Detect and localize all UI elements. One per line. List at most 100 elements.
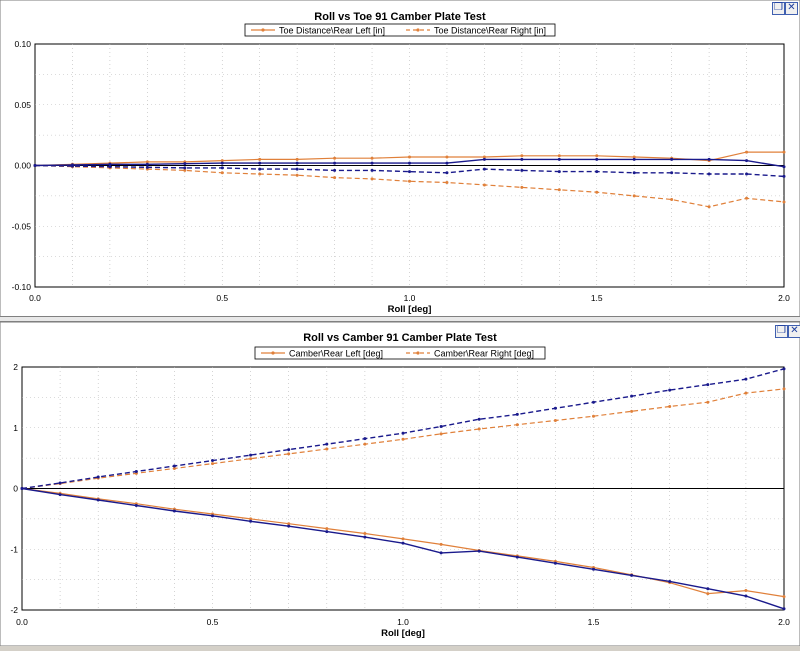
data-point: [408, 161, 411, 165]
data-point: [145, 160, 149, 164]
data-point: [782, 607, 786, 611]
data-point: [445, 161, 449, 165]
data-point: [408, 170, 411, 174]
data-point: [706, 592, 710, 596]
data-point: [482, 167, 486, 171]
data-point: [745, 150, 749, 154]
data-point: [287, 524, 291, 528]
legend: Toe Distance\Rear Left [in] Toe Distance\…: [244, 23, 556, 37]
data-point: [630, 573, 634, 577]
data-point: [515, 555, 519, 559]
data-point: [520, 168, 524, 172]
data-point: [134, 469, 138, 473]
data-point: [401, 437, 405, 441]
data-point: [632, 194, 636, 198]
data-point: [782, 174, 786, 178]
data-point: [172, 466, 176, 470]
data-point: [96, 475, 100, 479]
data-point: [557, 157, 561, 161]
data-point: [220, 159, 224, 163]
data-point: [445, 155, 449, 159]
data-point: [20, 487, 24, 490]
close-button[interactable]: ✕: [788, 325, 800, 338]
data-point: [592, 567, 595, 571]
data-point: [370, 168, 374, 172]
data-point: [632, 157, 636, 161]
data-point: [220, 171, 224, 175]
data-point: [287, 452, 291, 456]
data-point: [325, 527, 329, 531]
data-point: [668, 579, 672, 583]
data-point: [744, 589, 748, 593]
data-point: [325, 442, 329, 446]
data-point: [70, 164, 74, 168]
y-tick-label: -2: [10, 605, 18, 615]
data-point: [707, 172, 711, 176]
series-2: [33, 164, 786, 209]
data-point: [401, 537, 405, 541]
data-point: [58, 493, 62, 497]
data-point: [520, 157, 524, 161]
data-point: [401, 541, 405, 545]
data-point: [782, 387, 786, 391]
data-point: [295, 161, 299, 165]
data-point: [668, 404, 672, 408]
data-point: [706, 587, 710, 591]
data-point: [145, 162, 149, 166]
restore-button[interactable]: ❐: [772, 2, 785, 15]
data-point: [249, 519, 253, 523]
data-point: [520, 154, 524, 158]
data-point: [249, 517, 253, 521]
data-point: [333, 168, 337, 172]
data-point: [553, 561, 557, 565]
chart-title: Roll vs Toe 91 Camber Plate Test: [314, 11, 486, 23]
legend-label: Camber\Rear Left [deg]: [289, 349, 383, 359]
close-button[interactable]: ✕: [785, 2, 798, 15]
x-axis-label: Roll [deg]: [388, 304, 432, 315]
chart-title: Roll vs Camber 91 Camber Plate Test: [303, 332, 497, 344]
data-point: [782, 595, 786, 599]
data-point: [745, 172, 749, 176]
series-3: [20, 487, 786, 611]
data-point: [172, 509, 176, 513]
data-point: [363, 442, 367, 446]
data-point: [183, 166, 187, 170]
data-point: [439, 542, 443, 546]
x-axis-label: Roll [deg]: [381, 628, 425, 639]
data-point: [477, 417, 481, 421]
data-point: [325, 530, 329, 534]
y-tick-label: -1: [10, 544, 18, 554]
data-point: [172, 464, 176, 468]
series-4: [33, 164, 786, 178]
y-tick-label: -0.05: [12, 221, 32, 231]
data-point: [782, 200, 786, 204]
data-point: [744, 391, 748, 395]
legend-marker: [416, 28, 420, 32]
data-point: [706, 383, 710, 387]
data-point: [370, 161, 374, 165]
data-point: [220, 161, 224, 165]
data-point: [482, 155, 486, 159]
data-point: [553, 418, 557, 422]
data-point: [220, 166, 224, 170]
data-point: [782, 165, 786, 169]
data-point: [295, 173, 299, 177]
x-tick-label: 1.5: [588, 617, 600, 627]
data-point: [744, 377, 748, 381]
y-tick-label: 0.00: [14, 161, 31, 171]
data-point: [363, 535, 367, 539]
data-point: [108, 162, 112, 166]
series-1: [33, 150, 786, 167]
data-point: [782, 367, 786, 371]
data-point: [370, 177, 374, 181]
data-point: [520, 185, 524, 189]
data-point: [553, 406, 557, 410]
data-point: [211, 462, 214, 466]
data-point: [707, 157, 711, 161]
legend-label: Toe Distance\Rear Right [in]: [434, 26, 546, 36]
legend-box: [244, 23, 556, 37]
data-point: [595, 170, 599, 174]
data-point: [595, 190, 599, 194]
restore-button[interactable]: ❐: [775, 325, 788, 338]
